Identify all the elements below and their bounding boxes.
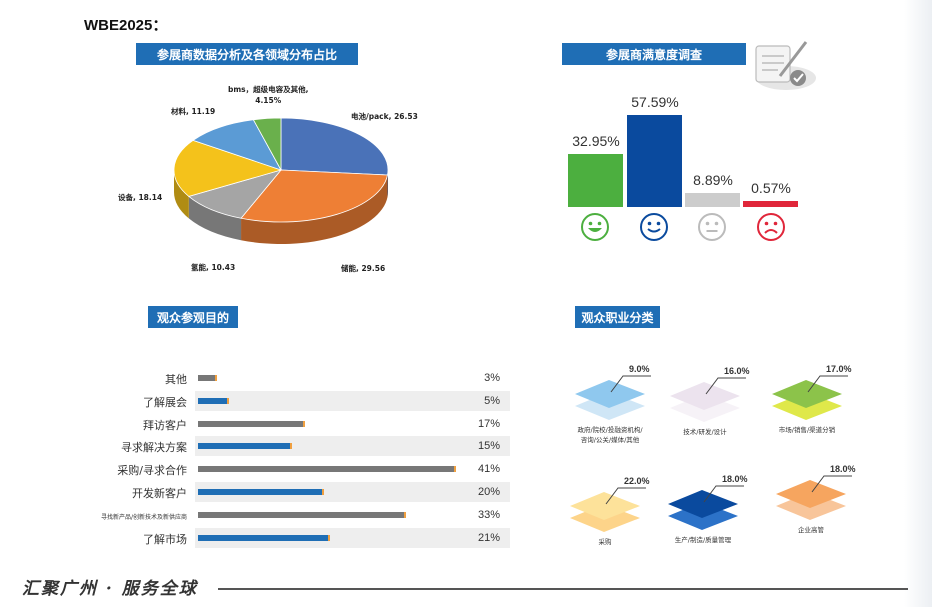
occupation-percent: 18.0% — [830, 464, 856, 474]
occupation-section-title: 观众职业分类 — [581, 310, 654, 325]
pie-slice-side-3 — [173, 170, 189, 219]
occupation-item: 16.0% 技术/研发/设计 — [670, 362, 790, 482]
purpose-value: 21% — [477, 531, 500, 544]
footer-slogan: 汇聚广州 · 服务全球 — [22, 579, 198, 599]
pie-slice-side-1 — [241, 174, 388, 244]
satisfaction-value-satisfied: 57.59% — [631, 94, 679, 110]
pie-label-material: 材料, 11.19 — [171, 107, 216, 116]
pie-slice-1 — [240, 169, 388, 223]
purpose-row: 17% — [195, 414, 510, 434]
purpose-bar — [198, 511, 406, 518]
purpose-section-header: 观众参观目的 — [148, 306, 238, 328]
purpose-row: 5% — [195, 390, 510, 411]
purpose-value: 15% — [477, 440, 500, 453]
purpose-bar — [198, 397, 230, 404]
purpose-value: 33% — [477, 508, 500, 521]
pie-label-equipment: 设备, 18.14 — [118, 193, 163, 202]
occupation-label: 政府/院校/投融资机构/ 咨询/公关/媒体/其他 — [577, 426, 643, 444]
purpose-row: 20% — [195, 482, 510, 502]
purpose-category-label: 寻找新产品/创新技术及新供应商 — [100, 513, 187, 521]
pie-slice-5 — [252, 117, 282, 171]
purpose-row: 41% — [195, 459, 510, 479]
purpose-bar — [198, 375, 217, 381]
purpose-row: 33% — [195, 505, 510, 525]
occupation-layers-icon — [772, 375, 848, 420]
exhibitor-section-title: 参展商数据分析及各领域分布占比 — [156, 47, 337, 62]
purpose-bar — [198, 466, 456, 473]
purpose-value: 20% — [477, 486, 500, 498]
purpose-bar — [198, 534, 331, 541]
occupation-layers-icon — [570, 487, 646, 532]
neutral-face-icon — [698, 213, 726, 241]
purpose-category-label: 采购/寻求合作 — [117, 464, 187, 478]
pie-slice-0 — [280, 117, 389, 176]
purpose-section-title: 观众参观目的 — [156, 310, 229, 325]
occupation-item: 22.0% 采购 — [570, 472, 690, 592]
purpose-bar — [198, 489, 324, 495]
very-satisfied-face-icon — [581, 213, 609, 241]
occupation-section-header: 观众职业分类 — [575, 306, 660, 328]
purpose-category-label: 拜访客户 — [143, 418, 187, 432]
occupation-item: 9.0% 政府/院校/投融资机构/ 咨询/公关/媒体/其他 — [575, 360, 695, 480]
purpose-category-label: 了解市场 — [143, 532, 187, 546]
purpose-row: 15% — [195, 436, 510, 457]
pie-slice-4 — [192, 119, 282, 171]
pie-label-bms-other: bms，超级电容及其他, 4.15% — [228, 85, 309, 105]
page-edge-shade — [904, 0, 932, 607]
occupation-percent: 22.0% — [624, 476, 650, 486]
occupation-label: 市场/销售/渠道分销 — [778, 426, 836, 434]
purpose-category-label: 其他 — [165, 373, 187, 386]
purpose-value: 17% — [477, 417, 500, 430]
pie-slice-side-2 — [188, 196, 242, 241]
satisfaction-bar-neutral — [685, 192, 740, 207]
occupation-label: 技术/研发/设计 — [683, 428, 727, 436]
pie-slice-2 — [187, 169, 283, 219]
purpose-value: 5% — [484, 394, 500, 407]
occupation-layers-icon — [670, 377, 746, 422]
occupation-label: 采购 — [598, 538, 612, 546]
occupation-layers-icon — [668, 485, 744, 530]
satisfaction-bar-very-satisfied — [568, 154, 623, 207]
purpose-row: 3% — [195, 368, 510, 388]
occupation-label: 生产/制造/质量管理 — [674, 536, 732, 544]
pie-label-storage: 储能, 29.56 — [341, 264, 386, 273]
pie-slice-3 — [173, 139, 283, 197]
occupation-item: 18.0% 生产/制造/质量管理 — [668, 470, 788, 590]
exhibitor-section-header: 参展商数据分析及各领域分布占比 — [136, 43, 358, 65]
purpose-category-label: 寻求解决方案 — [121, 441, 187, 455]
satisfaction-value-very-satisfied: 32.95% — [572, 133, 620, 150]
occupation-label: 企业高管 — [798, 526, 824, 534]
occupation-percent: 18.0% — [722, 474, 748, 484]
satisfaction-bar-satisfied — [627, 115, 682, 207]
occupation-layers-icon — [776, 475, 852, 520]
occupation-percent: 16.0% — [724, 366, 750, 376]
occupation-layers-icon — [575, 375, 651, 420]
satisfaction-section-header: 参展商满意度调查 — [562, 43, 746, 65]
purpose-category-label: 了解展会 — [143, 395, 187, 409]
pie-label-hydrogen: 氢能, 10.43 — [191, 263, 236, 272]
page-title: WBE2025： — [84, 17, 168, 34]
satisfaction-value-dissatisfied: 0.57% — [751, 180, 791, 196]
footer-divider — [218, 588, 908, 590]
purpose-value: 3% — [484, 372, 500, 384]
occupation-item: 17.0% 市场/销售/渠道分销 — [772, 360, 892, 480]
satisfaction-section-title: 参展商满意度调查 — [605, 47, 702, 62]
purpose-bar — [198, 443, 293, 450]
satisfied-face-icon — [640, 213, 668, 241]
dissatisfied-face-icon — [757, 213, 785, 241]
purpose-bar — [198, 420, 305, 427]
occupation-percent: 17.0% — [826, 364, 852, 374]
survey-clipboard-icon — [755, 41, 816, 90]
satisfaction-bar-dissatisfied — [743, 201, 798, 207]
purpose-row: 21% — [195, 527, 510, 548]
pie-label-battery: 电池/pack, 26.53 — [351, 112, 418, 121]
purpose-category-label: 开发新客户 — [132, 487, 187, 500]
occupation-percent: 9.0% — [629, 364, 650, 374]
purpose-value: 41% — [477, 463, 500, 476]
satisfaction-value-neutral: 8.89% — [693, 171, 733, 188]
occupation-item: 18.0% 企业高管 — [776, 460, 896, 580]
